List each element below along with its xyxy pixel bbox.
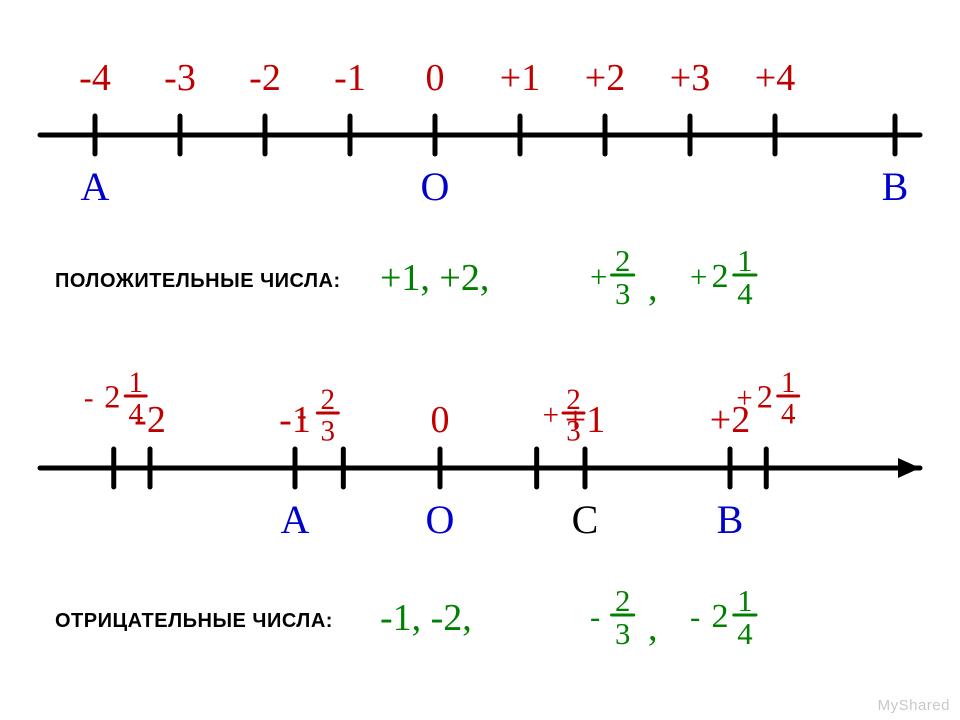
svg-text:+1, +2,: +1, +2, (380, 257, 489, 299)
svg-text:В: В (882, 164, 909, 209)
svg-text:+: + (690, 260, 707, 294)
negative-caption: ОТРИЦАТЕЛЬНЫЕ ЧИСЛА: (55, 610, 333, 633)
svg-text:3: 3 (615, 277, 630, 311)
svg-text:-: - (690, 600, 700, 634)
svg-text:4: 4 (781, 398, 796, 430)
svg-text:,: , (648, 607, 658, 649)
svg-text:2: 2 (615, 584, 630, 618)
svg-text:+1: +1 (500, 57, 540, 99)
svg-text:О: О (426, 497, 455, 542)
svg-text:4: 4 (737, 277, 752, 311)
svg-text:О: О (421, 164, 450, 209)
svg-text:-3: -3 (164, 57, 196, 99)
positive-caption: ПОЛОЖИТЕЛЬНЫЕ ЧИСЛА: (55, 270, 341, 293)
svg-text:2: 2 (712, 598, 729, 635)
svg-text:1: 1 (737, 584, 752, 618)
svg-text:4: 4 (128, 398, 143, 430)
svg-text:А: А (281, 497, 310, 542)
svg-text:2: 2 (757, 378, 773, 414)
svg-text:1: 1 (737, 244, 752, 278)
svg-text:0: 0 (431, 399, 450, 441)
watermark: MyShared (878, 697, 950, 714)
svg-text:2: 2 (615, 244, 630, 278)
svg-text:+4: +4 (755, 57, 795, 99)
svg-text:А: А (81, 164, 110, 209)
svg-text:+3: +3 (670, 57, 710, 99)
svg-text:0: 0 (426, 57, 445, 99)
svg-text:+: + (736, 382, 752, 414)
svg-text:-: - (84, 382, 94, 414)
svg-text:2: 2 (566, 384, 581, 416)
svg-text:-: - (590, 600, 600, 634)
svg-text:-2: -2 (249, 57, 281, 99)
svg-text:+: + (590, 260, 607, 294)
svg-text:-: - (297, 399, 307, 431)
svg-text:1: 1 (128, 367, 143, 399)
svg-text:,: , (648, 267, 658, 309)
svg-text:2: 2 (321, 384, 336, 416)
svg-text:+: + (543, 399, 559, 431)
svg-text:3: 3 (566, 415, 581, 447)
svg-text:1: 1 (781, 367, 796, 399)
svg-text:2: 2 (104, 378, 120, 414)
svg-text:4: 4 (737, 617, 752, 651)
svg-text:3: 3 (615, 617, 630, 651)
svg-text:С: С (572, 497, 599, 542)
svg-text:3: 3 (321, 415, 336, 447)
svg-text:-1: -1 (334, 57, 366, 99)
svg-text:В: В (717, 497, 744, 542)
svg-text:-4: -4 (79, 57, 111, 99)
svg-text:2: 2 (712, 258, 729, 295)
svg-text:+2: +2 (585, 57, 625, 99)
svg-text:-1, -2,: -1, -2, (380, 597, 472, 639)
